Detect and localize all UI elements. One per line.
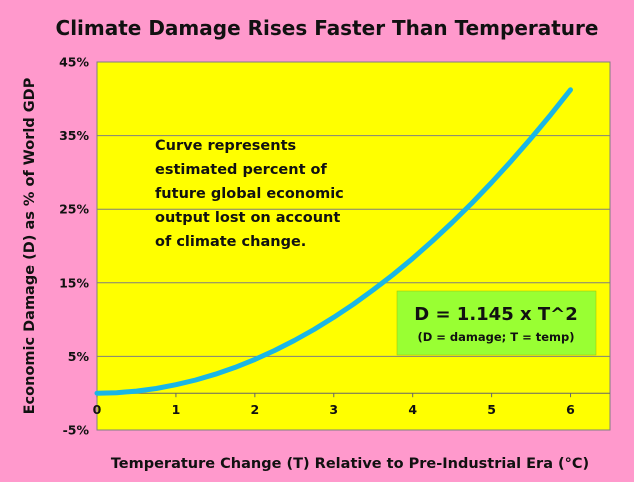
tick-labels: -5% 5% 15% 25% 35% 45% 0 1 2 3 4 5 6 (59, 55, 575, 438)
y-tick-label: 45% (59, 55, 89, 70)
note-line-5: of climate change. (155, 234, 306, 250)
y-tick-label: 25% (59, 202, 89, 217)
x-tick-label: 1 (172, 402, 181, 417)
axes (96, 62, 610, 430)
equation-background (396, 290, 597, 356)
x-tick-label: 2 (250, 402, 259, 417)
damage-curve-line (94, 87, 573, 396)
equation-box: D = 1.145 x T^2 (D = damage; T = temp) (396, 290, 597, 356)
equation-subtext: (D = damage; T = temp) (417, 330, 574, 344)
gridlines (97, 135, 610, 357)
x-tick-label: 6 (566, 402, 575, 417)
x-tick-label: 5 (487, 402, 496, 417)
x-tick-label: 0 (93, 402, 102, 417)
note-line-2: estimated percent of (155, 162, 328, 178)
x-tick-label: 3 (329, 402, 338, 417)
note-line-1: Curve represents (155, 138, 296, 154)
y-tick-label: 35% (59, 128, 89, 143)
plot-area (96, 61, 611, 431)
note-annotation: Curve represents estimated percent of fu… (155, 138, 344, 250)
equation-text: D = 1.145 x T^2 (414, 304, 578, 325)
y-tick-label: 15% (59, 275, 89, 290)
y-axis-title: Economic Damage (D) as % of World GDP (22, 77, 38, 414)
note-line-4: output lost on account (155, 210, 340, 226)
x-tick-label: 4 (408, 402, 417, 417)
chart-title: Climate Damage Rises Faster Than Tempera… (56, 16, 599, 40)
y-tick-label: -5% (63, 423, 90, 438)
note-line-3: future global economic (155, 186, 344, 202)
x-axis-title: Temperature Change (T) Relative to Pre-I… (111, 456, 589, 472)
series (94, 87, 573, 396)
y-tick-label: 5% (68, 349, 90, 364)
